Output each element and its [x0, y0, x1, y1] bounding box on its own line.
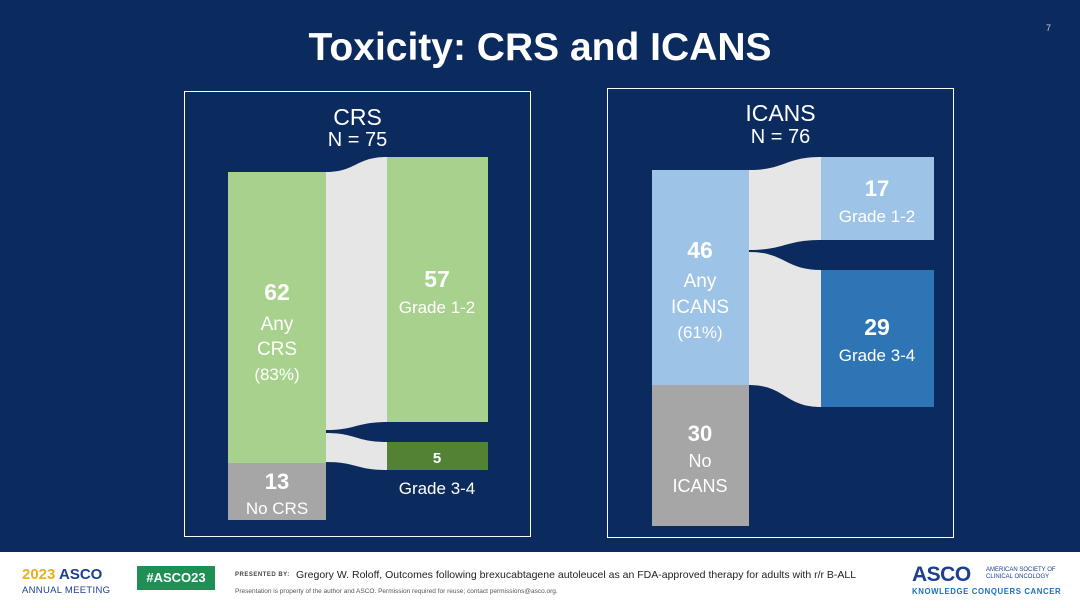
crs-any-pct: (83%): [254, 365, 299, 384]
footer-asco: ASCO: [59, 566, 103, 583]
footer-presenter: Gregory W. Roloff, Outcomes following br…: [296, 569, 857, 581]
crs-any-value: 62: [264, 279, 290, 305]
footer-logo-sub: AMERICAN SOCIETY OF CLINICAL ONCOLOGY: [986, 567, 1056, 580]
crs-flow-grade-3-4: [326, 433, 387, 470]
icans-none-label-2: ICANS: [672, 476, 727, 496]
crs-title: CRS: [333, 104, 382, 130]
icans-grade-1-2-value: 17: [865, 176, 889, 201]
footer-asco-year: 2023 ASCO: [22, 566, 102, 583]
crs-any-label-2: CRS: [257, 339, 297, 360]
icans-any-pct: (61%): [677, 323, 722, 342]
footer-hashtag: #ASCO23: [137, 566, 215, 590]
icans-grade-1-2-label: Grade 1-2: [839, 207, 916, 226]
icans-any-node: [652, 170, 749, 385]
slide-number: 7: [1045, 23, 1051, 33]
footer-tagline: KNOWLEDGE CONQUERS CANCER: [912, 587, 1062, 596]
icans-any-label-2: ICANS: [671, 297, 729, 318]
icans-none-label-1: No: [688, 451, 711, 471]
crs-grade-1-2-value: 57: [424, 266, 450, 292]
footer-notice: Presentation is property of the author a…: [235, 588, 558, 595]
crs-grade-3-4-value: 5: [433, 450, 441, 467]
icans-flow-grade-1-2: [749, 157, 821, 250]
crs-grade-3-4-node: [387, 442, 488, 470]
crs-grade-3-4-label: Grade 3-4: [399, 479, 476, 498]
icans-title: ICANS: [745, 100, 816, 126]
slide-title: Toxicity: CRS and ICANS: [308, 26, 772, 69]
slide: Toxicity: CRS and ICANS 7 CRS N = 75 ICA…: [0, 0, 1080, 552]
crs-n: N = 75: [327, 129, 388, 151]
icans-none-node: [652, 385, 749, 526]
icans-flow-grade-3-4: [749, 252, 821, 407]
icans-any-value: 46: [687, 237, 713, 263]
footer-presented-by: PRESENTED BY:: [235, 572, 290, 578]
icans-none-value: 30: [688, 421, 712, 446]
crs-any-node: [228, 172, 326, 463]
crs-none-node: [228, 463, 326, 520]
icans-grade-3-4-node: [821, 270, 934, 407]
crs-grade-1-2-node: [387, 157, 488, 422]
footer-year: 2023: [22, 566, 56, 583]
icans-any-label-1: Any: [684, 271, 717, 292]
footer-meeting: ANNUAL MEETING: [22, 585, 111, 596]
crs-grade-1-2-label: Grade 1-2: [399, 298, 476, 317]
crs-none-value: 13: [265, 469, 289, 494]
crs-none-label: No CRS: [246, 499, 308, 518]
sankey-charts: 62 Any CRS (83%) 13 No CRS 57 Grade 1-2 …: [228, 157, 934, 526]
icans-grade-1-2-node: [821, 157, 934, 240]
icans-grade-3-4-value: 29: [864, 314, 890, 340]
icans-panel: ICANS N = 76: [607, 88, 954, 538]
crs-flow-grade-1-2: [326, 157, 387, 430]
icans-grade-3-4-label: Grade 3-4: [839, 346, 916, 365]
crs-any-label-1: Any: [261, 314, 294, 335]
footer-logo: ASCO: [912, 563, 971, 586]
icans-n: N = 76: [750, 126, 811, 148]
crs-panel: CRS N = 75: [184, 91, 531, 537]
